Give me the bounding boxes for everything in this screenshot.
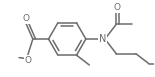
Text: O: O (114, 3, 121, 12)
Text: O: O (24, 56, 31, 65)
Text: N: N (99, 34, 106, 44)
Text: O: O (22, 14, 29, 23)
